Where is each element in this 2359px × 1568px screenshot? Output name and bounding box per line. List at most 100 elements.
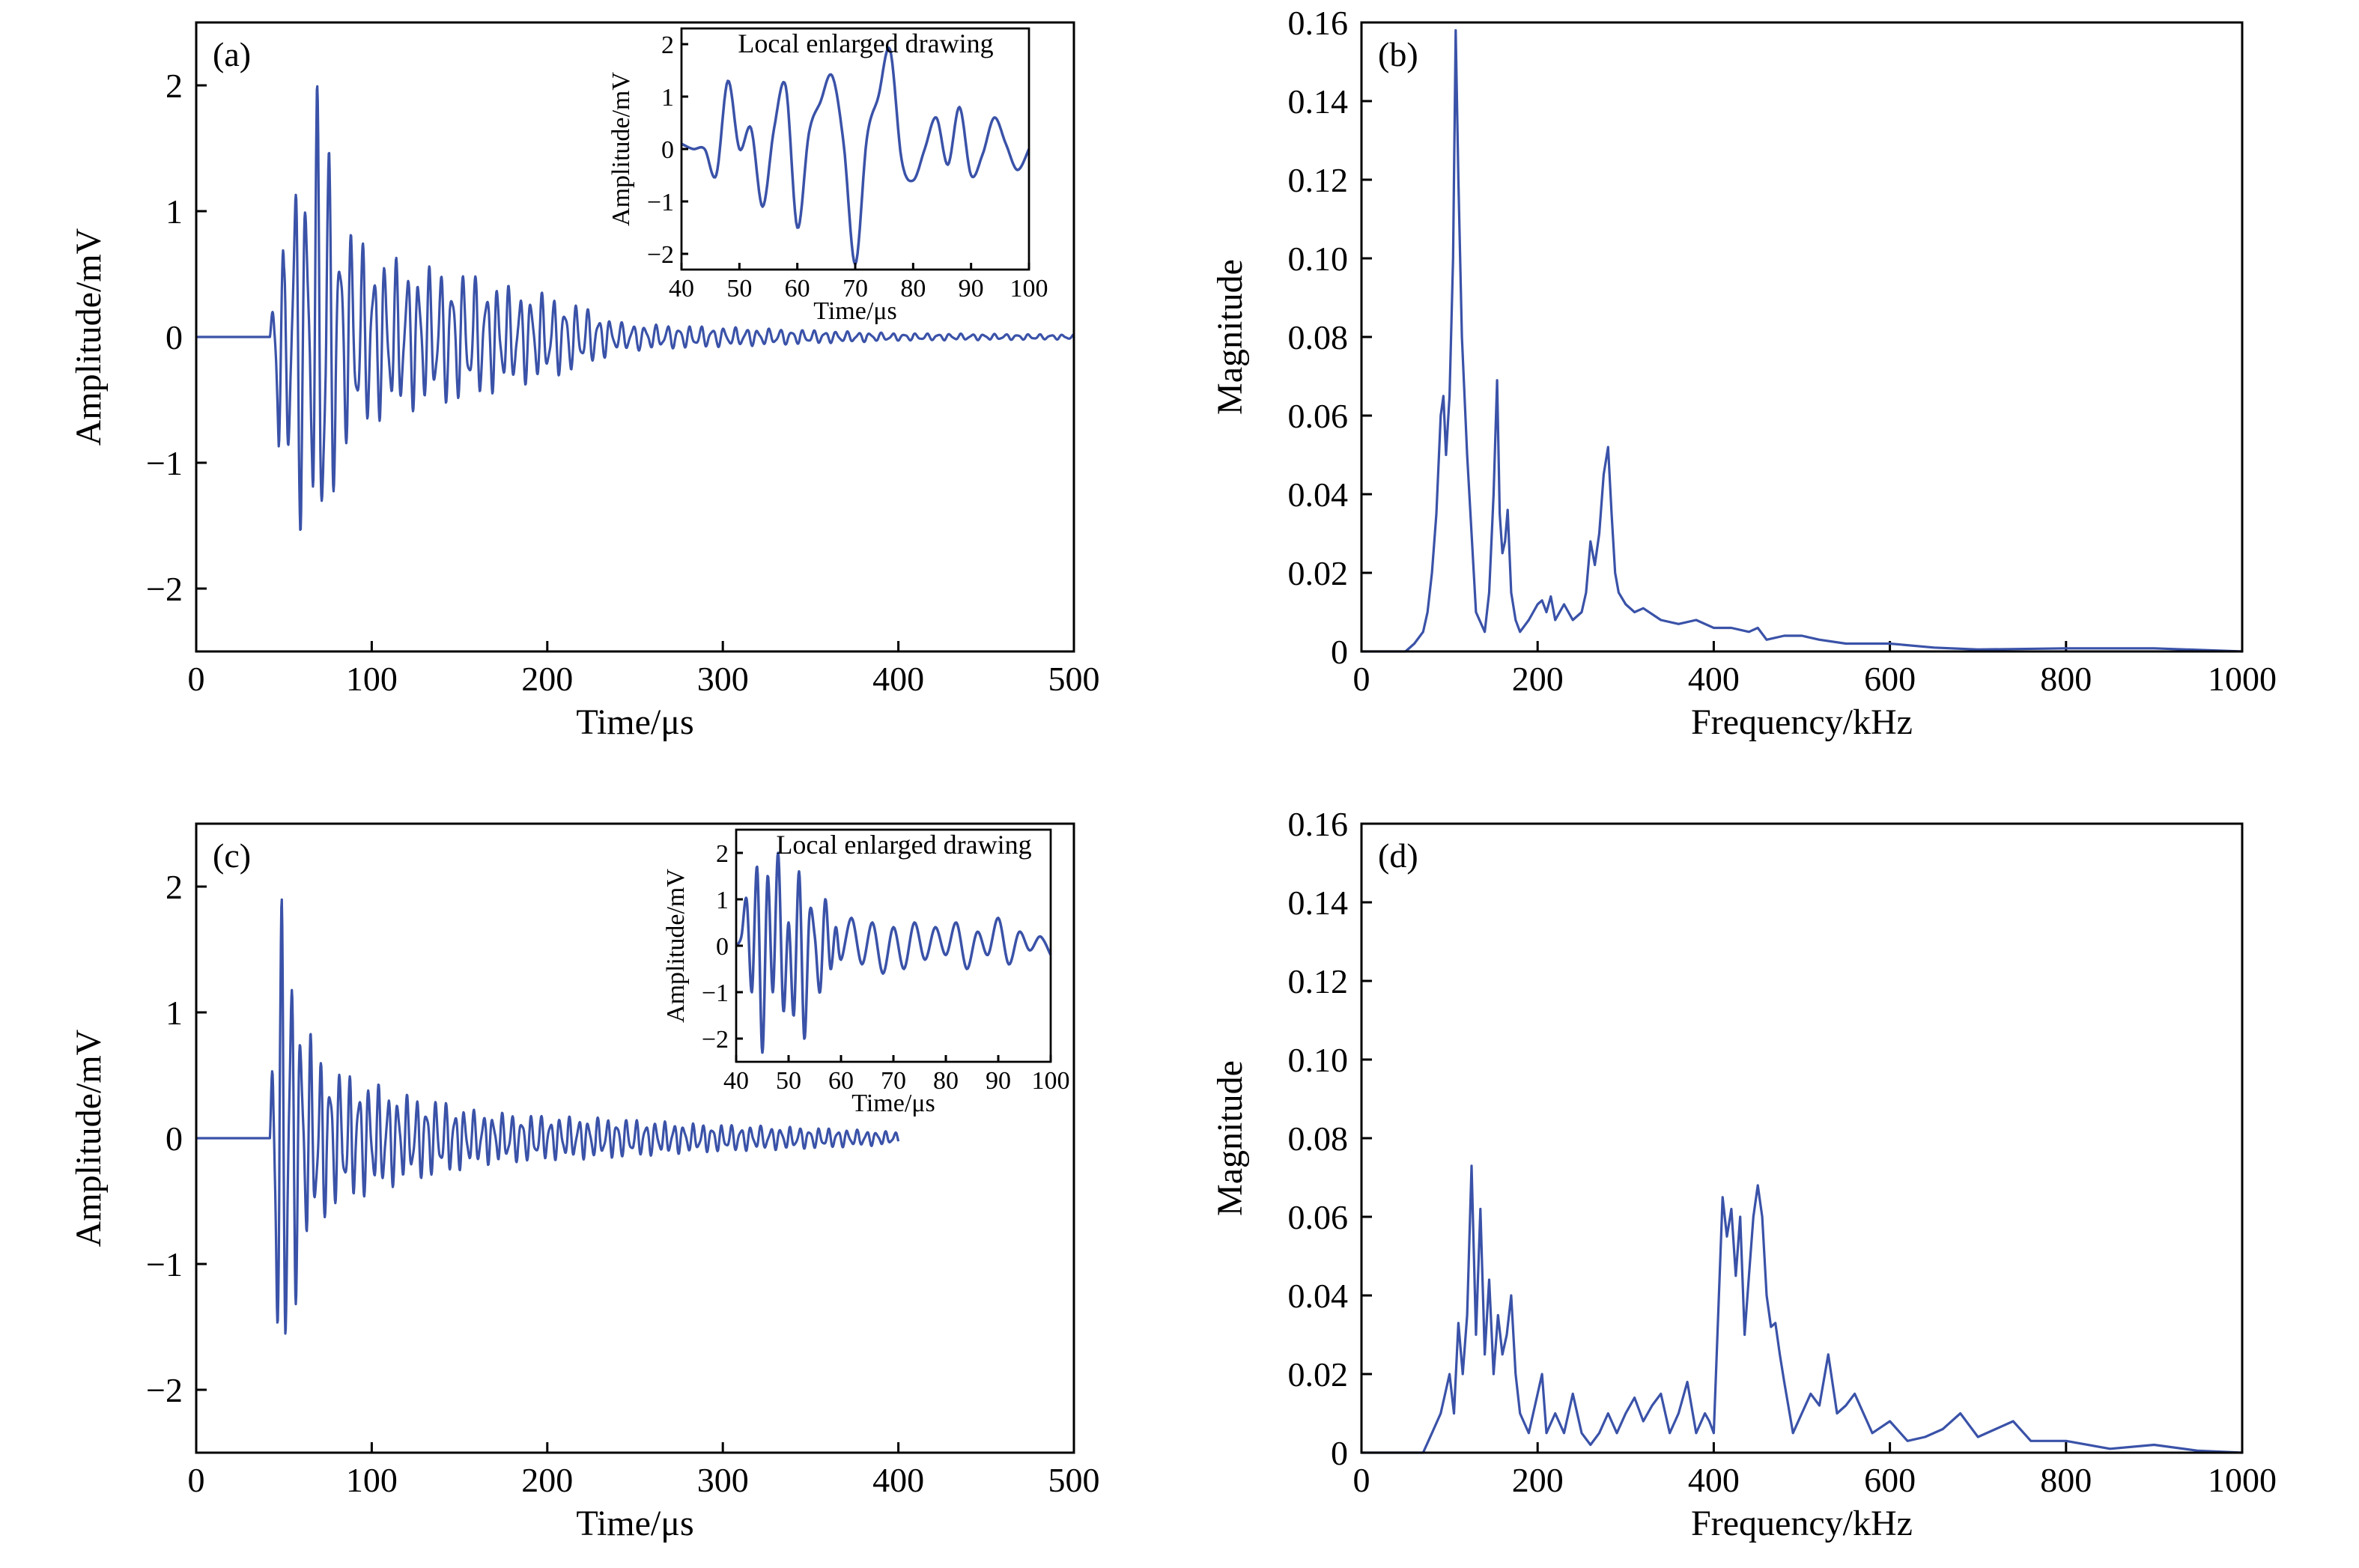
panel-a-inset-frame [680, 27, 1030, 271]
panel-b-ytick-label-5: 0.10 [1288, 240, 1349, 278]
panel-a-series-line [195, 85, 1075, 532]
panel-a-xtick-label-2: 60 [785, 275, 810, 303]
panel-b-xtick-label-3: 600 [1864, 660, 1916, 698]
panel-a-xtick-label-2: 200 [521, 660, 573, 698]
panel-d-axis-frame [1360, 822, 2244, 1454]
panel-d-y-axis-label: Magnitude [1210, 1060, 1250, 1216]
panel-a-xtick-label-6: 100 [1010, 275, 1048, 303]
panel-d-xtick-label-3: 600 [1864, 1461, 1916, 1499]
panel-c-inset-series-line [735, 851, 1052, 1054]
panel-a-xtick-label-5: 500 [1048, 660, 1100, 698]
panel-d-ytick-label-5: 0.10 [1288, 1041, 1349, 1079]
panel-a-xtick-label-0: 40 [669, 275, 694, 303]
panel-a-axis-frame [195, 21, 1075, 653]
panel-b-ytick-label-0: 0 [1331, 633, 1348, 671]
panel-c-axis-frame [195, 822, 1075, 1454]
panel-c-ytick-label-2: 0 [716, 933, 729, 961]
panel-a-y-axis-label: Amplitude/mV [69, 228, 109, 446]
panel-c: 0 100 200 300 400 500 −2 −1 0 1 2 (c) Time/μs Ampl… [69, 822, 1100, 1543]
panel-c-xtick-label-2: 200 [521, 1461, 573, 1499]
panel-c-xtick-label-6: 100 [1032, 1067, 1070, 1095]
panel-d-ytick-label-3: 0.06 [1288, 1198, 1349, 1236]
panel-b-ytick-label-2: 0.04 [1288, 475, 1349, 514]
panel-a-xtick-label-1: 50 [726, 275, 752, 303]
panel-d-label: (d) [1378, 836, 1418, 875]
panel-a-xtick-label-3: 70 [842, 275, 868, 303]
panel-b-xtick-label-4: 800 [2040, 660, 2092, 698]
panel-b-ytick-label-3: 0.06 [1288, 397, 1349, 435]
panel-b-xtick-label-5: 1000 [2208, 660, 2277, 698]
panel-a-ytick-label-2: 0 [166, 318, 183, 356]
panel-c-inset-tick-labels: 40 50 60 70 80 90 100 −2 −1 0 1 2 [702, 840, 1070, 1095]
panel-d-tick-labels: 0 200 400 600 800 1000 0 0.02 0.04 0.06 0.08 0.10 0.… [1288, 805, 2277, 1499]
panel-d: 0 200 400 600 800 1000 0 0.02 0.04 0.06 0.08 0.10 0.… [1210, 805, 2277, 1543]
panel-c-xtick-label-0: 40 [723, 1067, 749, 1095]
panel-a-ytick-label-1: −1 [146, 444, 183, 482]
panel-a-ytick-label-1: −1 [647, 189, 674, 216]
panel-d-xtick-label-0: 0 [1353, 1461, 1370, 1499]
panel-a-inset-title: Local enlarged drawing [738, 28, 993, 58]
panel-d-xtick-label-1: 200 [1512, 1461, 1564, 1499]
panel-c-ytick-label-1: −1 [702, 979, 729, 1007]
panel-c-xtick-label-5: 90 [986, 1067, 1011, 1095]
panel-d-ytick-label-0: 0 [1331, 1434, 1348, 1472]
panel-b-ytick-label-6: 0.12 [1288, 161, 1349, 199]
panel-c-tick-labels: 0 100 200 300 400 500 −2 −1 0 1 2 [146, 868, 1099, 1499]
panel-d-ytick-label-6: 0.12 [1288, 962, 1349, 1000]
panel-c-xtick-label-4: 80 [933, 1067, 959, 1095]
panel-a-xtick-label-1: 100 [346, 660, 398, 698]
panel-a-xtick-label-5: 90 [959, 275, 984, 303]
panel-c-xtick-label-5: 500 [1048, 1461, 1100, 1499]
panel-c-ytick-label-0: −2 [146, 1371, 183, 1409]
panel-b-ytick-label-8: 0.16 [1288, 4, 1349, 42]
panel-a-ytick-label-4: 2 [166, 67, 183, 105]
panel-a-xtick-label-4: 400 [872, 660, 924, 698]
panel-b-axis-frame [1360, 21, 2244, 653]
panel-a-inset-y-axis-label: Amplitude/mV [607, 72, 635, 226]
panel-b-tick-labels: 0 200 400 600 800 1000 0 0.02 0.04 0.06 0.08 0.10 0.… [1288, 4, 2277, 698]
panel-a-label: (a) [213, 35, 251, 73]
panel-d-series-line [1361, 1164, 2243, 1454]
panel-c-series-line [195, 898, 900, 1335]
panel-c-xtick-label-1: 50 [776, 1067, 801, 1095]
panel-c-inset-y-axis-label: Amplitude/mV [662, 869, 690, 1023]
panel-c-x-axis-label: Time/μs [576, 1504, 693, 1543]
panel-c-xtick-label-1: 100 [346, 1461, 398, 1499]
panel-d-xtick-label-4: 800 [2040, 1461, 2092, 1499]
panel-b-series-line [1361, 28, 2243, 653]
panel-a-ytick-label-0: −2 [647, 241, 674, 269]
panel-c-xtick-label-0: 0 [188, 1461, 205, 1499]
panel-c-ytick-label-4: 2 [166, 868, 183, 906]
panel-d-ytick-label-4: 0.08 [1288, 1119, 1349, 1158]
panel-c-inset-ticks [735, 851, 1052, 1062]
panel-c-xtick-label-3: 300 [697, 1461, 749, 1499]
panel-b-xtick-label-2: 400 [1688, 660, 1740, 698]
panel-c-ytick-label-0: −2 [702, 1026, 729, 1054]
panel-b-ytick-label-7: 0.14 [1288, 82, 1349, 121]
panel-a-ytick-label-0: −2 [146, 570, 183, 608]
panel-c-ytick-label-3: 1 [716, 887, 729, 914]
panel-c-ytick-label-3: 1 [166, 994, 183, 1032]
panel-d-x-axis-label: Frequency/kHz [1691, 1504, 1913, 1543]
panel-a-xtick-label-0: 0 [188, 660, 205, 698]
panel-c-label: (c) [213, 836, 251, 875]
panel-b-xtick-label-0: 0 [1353, 660, 1370, 698]
panel-a-inset-tick-labels: 40 50 60 70 80 90 100 −2 −1 0 1 2 [647, 31, 1048, 303]
panel-a-xtick-label-3: 300 [697, 660, 749, 698]
panel-c-ytick-label-4: 2 [716, 840, 729, 868]
panel-d-ytick-label-7: 0.14 [1288, 884, 1349, 922]
panel-a-ytick-label-4: 2 [661, 31, 674, 59]
panel-a-ytick-label-3: 1 [166, 192, 183, 231]
panel-c-xtick-label-2: 60 [828, 1067, 854, 1095]
panel-a-ytick-label-2: 0 [661, 136, 674, 164]
panel-c-xtick-label-4: 400 [872, 1461, 924, 1499]
panel-c-inset: 40 50 60 70 80 90 100 −2 −1 0 1 2 Local enlarged dr… [662, 828, 1070, 1117]
panel-d-xtick-label-5: 1000 [2208, 1461, 2277, 1499]
panel-a-xtick-label-4: 80 [900, 275, 926, 303]
panel-b-y-axis-label: Magnitude [1210, 259, 1250, 415]
panel-a-inset: 40 50 60 70 80 90 100 −2 −1 0 1 2 Local enlarged dr… [607, 27, 1048, 325]
